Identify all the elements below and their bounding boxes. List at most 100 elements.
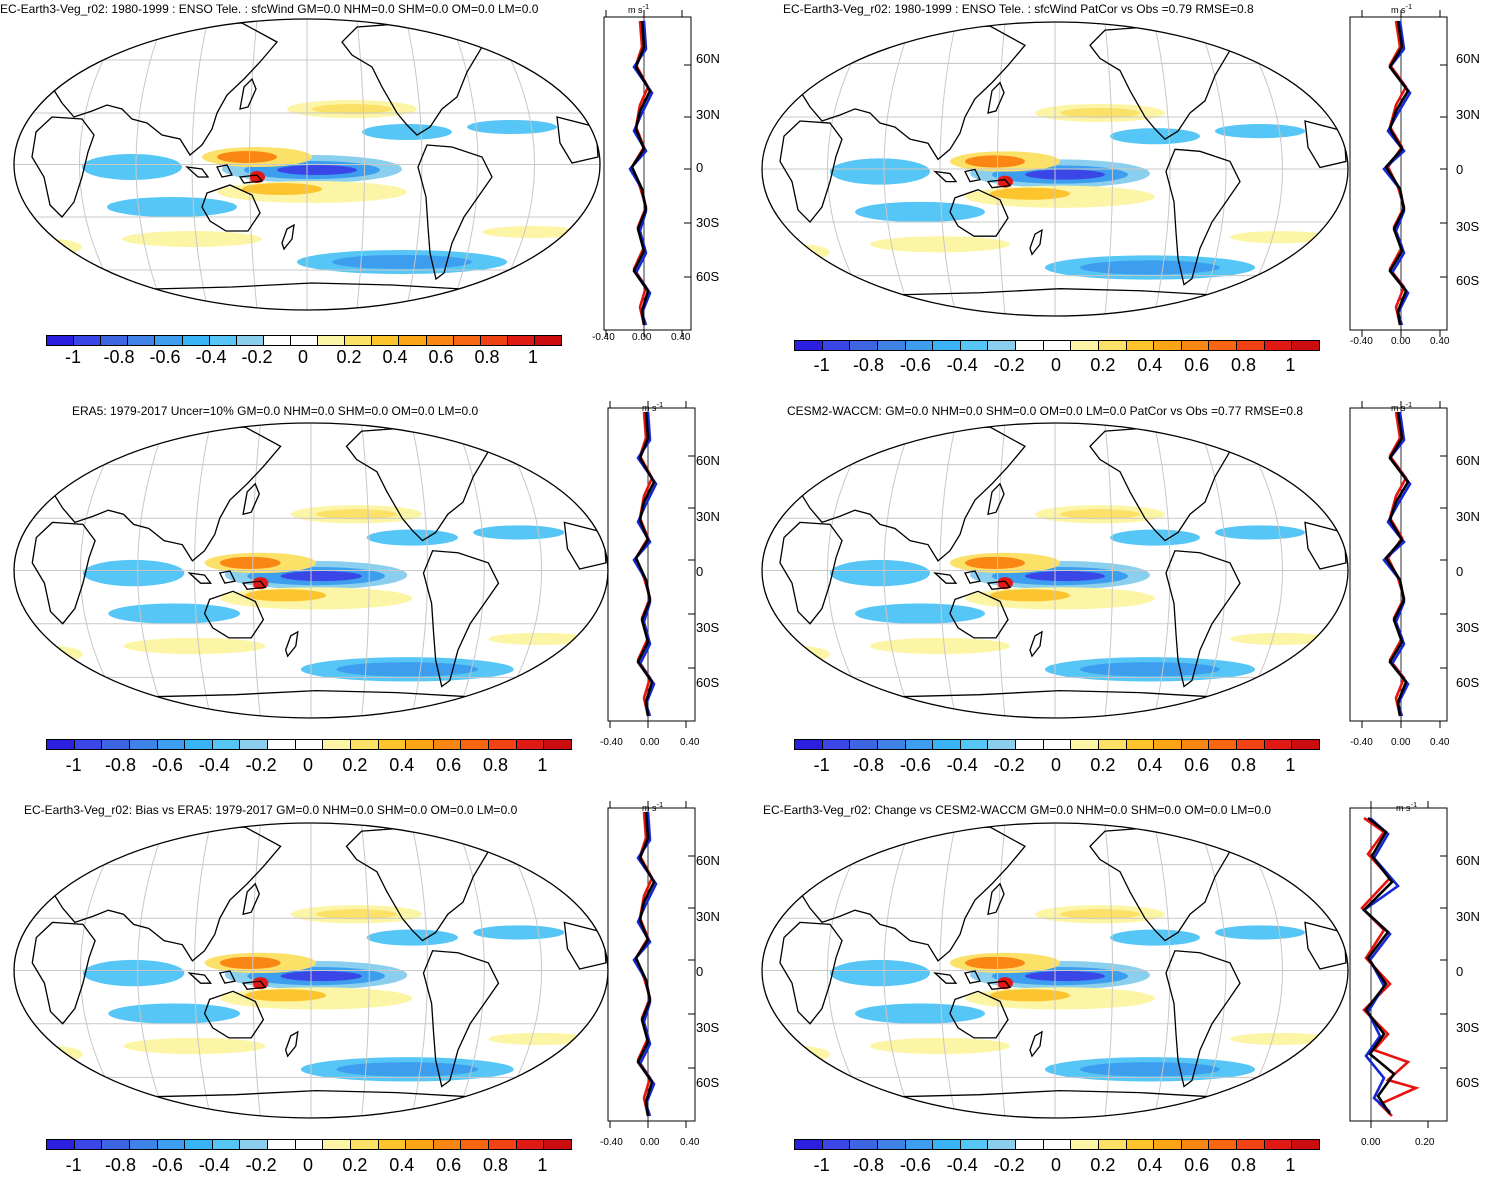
colorbar-swatch <box>129 740 158 749</box>
colorbar-swatch <box>236 336 264 345</box>
colorbar-tick-label: 0.8 <box>1231 355 1257 375</box>
colorbar-swatch <box>1209 740 1237 749</box>
colorbar-swatch <box>933 1140 961 1149</box>
colorbar-swatch <box>516 1140 545 1149</box>
colorbar-tick-label: -0.4 <box>198 1155 230 1175</box>
colorbar-swatch <box>102 1140 130 1149</box>
colorbar-swatch <box>850 1140 878 1149</box>
panel-title: EC-Earth3-Veg_r02: 1980-1999 : ENSO Tele… <box>783 2 1254 16</box>
colorbar-swatch <box>795 1140 823 1149</box>
colorbar-swatch <box>378 740 407 749</box>
colorbar <box>794 340 1320 351</box>
colorbar-swatch <box>905 740 934 749</box>
colorbar-tick-label: -0.4 <box>946 355 978 375</box>
colorbar-swatch <box>1154 1140 1182 1149</box>
unit-label: m s-1 <box>642 400 664 413</box>
colorbar-tick-label: -1 <box>65 755 82 775</box>
colorbar-swatch <box>960 1140 989 1149</box>
colorbar-tick-label: -0.4 <box>198 755 230 775</box>
colorbar-tick-label: -0.2 <box>993 355 1025 375</box>
colorbar-swatch <box>1098 341 1127 350</box>
colorbar-swatch <box>268 1140 296 1149</box>
colorbar-swatch <box>1209 1140 1237 1149</box>
colorbar-swatch <box>544 1140 571 1149</box>
colorbar-tick-label: -0.6 <box>151 755 183 775</box>
colorbar-swatch <box>988 1140 1016 1149</box>
colorbar-tick-label: -0.6 <box>899 355 931 375</box>
colorbar-tick-label: 1 <box>1285 755 1296 775</box>
colorbar-swatch <box>263 336 291 345</box>
colorbar-tick-label: -0.4 <box>195 347 227 367</box>
colorbar-tick-label: -0.2 <box>241 347 273 367</box>
colorbar-tick-label: 1 <box>527 347 538 367</box>
colorbar-swatch <box>406 1140 434 1149</box>
colorbar-tick-label: 0 <box>1050 755 1062 775</box>
colorbar-tick-label: 0.6 <box>1184 1155 1210 1175</box>
colorbar-swatch <box>212 1140 241 1149</box>
colorbar-swatch <box>877 1140 906 1149</box>
colorbar-tick-label: -0.6 <box>151 1155 183 1175</box>
colorbar-swatch <box>372 336 400 345</box>
colorbar-tick-label: -0.8 <box>103 347 135 367</box>
colorbar-tick-label: 0.8 <box>1231 1155 1257 1175</box>
colorbar-swatch <box>534 336 562 345</box>
colorbar-swatch <box>1292 1140 1319 1149</box>
zonal-profile <box>606 399 697 730</box>
colorbar-swatch <box>212 740 241 749</box>
colorbar-tick-label: -0.6 <box>899 1155 931 1175</box>
colorbar-tick-label: 0.2 <box>1090 1155 1116 1175</box>
colorbar-tick-label: 0.4 <box>382 347 408 367</box>
colorbar-labels: -1 -0.8 -0.6 -0.4 -0.2 0 0.2 0.4 0.6 0.8 1 <box>46 1155 570 1177</box>
colorbar-swatch <box>1237 341 1265 350</box>
colorbar-tick-label: 0.6 <box>436 755 462 775</box>
colorbar-swatch <box>1126 341 1155 350</box>
colorbar-tick-label: -0.2 <box>993 755 1025 775</box>
colorbar-tick-label: -1 <box>65 347 82 367</box>
colorbar-swatch <box>1043 740 1072 749</box>
colorbar-swatch <box>489 1140 517 1149</box>
colorbar <box>46 739 572 750</box>
colorbar-swatch <box>1181 740 1210 749</box>
colorbar-tick-label: 0.8 <box>1231 755 1257 775</box>
colorbar-swatch <box>426 336 454 345</box>
colorbar-swatch <box>822 1140 851 1149</box>
colorbar-swatch <box>988 740 1016 749</box>
colorbar-swatch <box>74 740 103 749</box>
colorbar-swatch <box>185 1140 213 1149</box>
colorbar-swatch <box>453 336 481 345</box>
colorbar-swatch <box>1154 740 1182 749</box>
colorbar-swatch <box>822 740 851 749</box>
panel-title: EC-Earth3-Veg_r02: Bias vs ERA5: 1979-20… <box>24 803 518 817</box>
colorbar-tick-label: 1 <box>1285 1155 1296 1175</box>
colorbar-swatch <box>129 1140 158 1149</box>
robinson-map <box>760 421 1350 720</box>
colorbar-tick-label: 0 <box>302 1155 314 1175</box>
colorbar-swatch <box>47 1140 75 1149</box>
colorbar-swatch <box>1016 341 1044 350</box>
colorbar-swatch <box>1264 341 1293 350</box>
colorbar-swatch <box>295 740 324 749</box>
colorbar-tick-label: -0.2 <box>993 1155 1025 1175</box>
colorbar-swatch <box>323 740 351 749</box>
colorbar-swatch <box>480 336 508 345</box>
colorbar-swatch <box>101 336 129 345</box>
colorbar-tick-label: 0.2 <box>1090 355 1116 375</box>
colorbar-swatch <box>507 336 535 345</box>
colorbar-swatch <box>544 740 571 749</box>
colorbar-swatch <box>290 336 319 345</box>
colorbar-labels: -1 -0.8 -0.6 -0.4 -0.2 0 0.2 0.4 0.6 0.8 1 <box>794 355 1318 377</box>
colorbar-swatch <box>905 341 934 350</box>
colorbar-swatch <box>1098 1140 1127 1149</box>
colorbar-swatch <box>209 336 237 345</box>
colorbar-swatch <box>240 1140 268 1149</box>
colorbar-swatch <box>1237 740 1265 749</box>
colorbar-swatch <box>185 740 213 749</box>
colorbar-swatch <box>1071 341 1099 350</box>
colorbar-tick-label: 0.8 <box>474 347 500 367</box>
colorbar-swatch <box>47 740 75 749</box>
zonal-profile <box>1348 399 1449 730</box>
colorbar-tick-label: 0.4 <box>1137 755 1163 775</box>
robinson-map <box>760 20 1350 318</box>
unit-label: m s-1 <box>642 800 664 813</box>
colorbar-swatch <box>850 740 878 749</box>
